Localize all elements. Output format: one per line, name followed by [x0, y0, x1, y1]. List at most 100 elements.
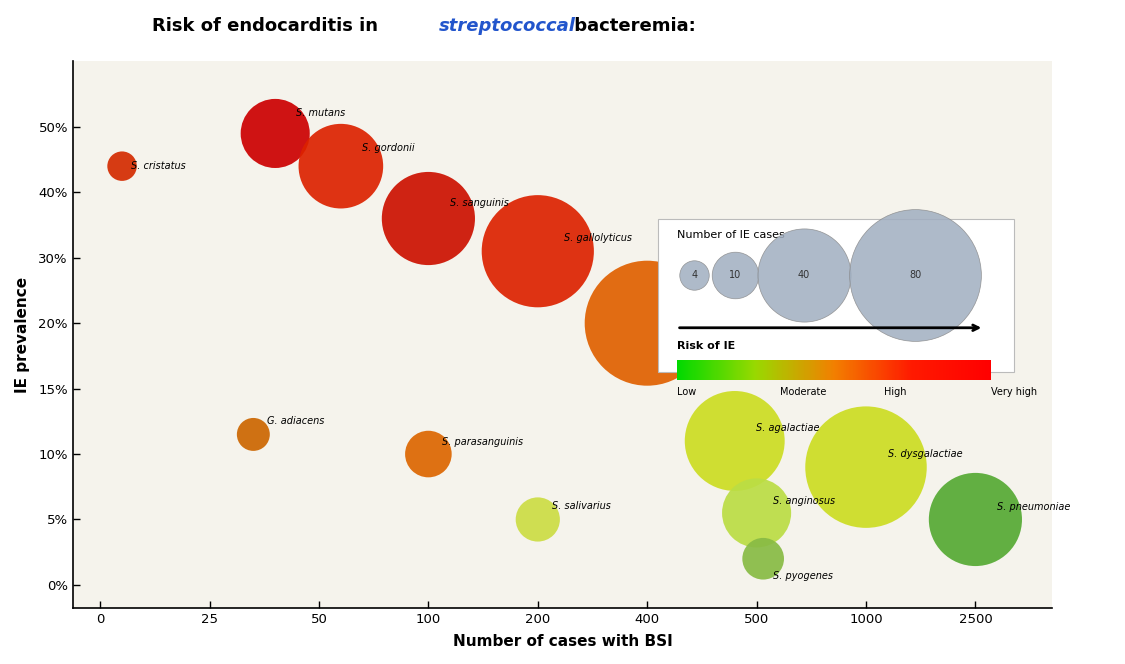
- Bar: [804, 361, 806, 380]
- Text: Moderate: Moderate: [781, 386, 827, 396]
- Bar: [680, 361, 682, 380]
- Bar: [780, 361, 781, 380]
- Bar: [714, 361, 716, 380]
- Text: S. salivarius: S. salivarius: [551, 501, 611, 511]
- Bar: [978, 361, 980, 380]
- Point: [529, 514, 547, 525]
- Bar: [728, 361, 730, 380]
- Bar: [922, 361, 925, 380]
- Bar: [795, 361, 796, 380]
- Bar: [713, 361, 716, 380]
- Bar: [839, 361, 840, 380]
- Bar: [798, 361, 800, 380]
- Bar: [924, 361, 926, 380]
- Bar: [906, 361, 908, 380]
- Bar: [738, 361, 739, 380]
- Point: [332, 161, 350, 171]
- Bar: [826, 361, 827, 380]
- Bar: [782, 361, 783, 380]
- Bar: [710, 361, 712, 380]
- Bar: [866, 361, 867, 380]
- Bar: [978, 361, 979, 380]
- Bar: [759, 361, 760, 380]
- Bar: [915, 361, 916, 380]
- X-axis label: Number of cases with BSI: Number of cases with BSI: [452, 634, 673, 649]
- Point: [112, 161, 130, 171]
- Text: S. gordonii: S. gordonii: [362, 143, 415, 153]
- Bar: [867, 361, 868, 380]
- Bar: [684, 361, 685, 380]
- Bar: [840, 361, 842, 380]
- Bar: [755, 361, 757, 380]
- Bar: [677, 361, 680, 380]
- Bar: [927, 361, 928, 380]
- Text: G. adiacens: G. adiacens: [267, 416, 324, 426]
- Bar: [786, 361, 789, 380]
- Bar: [719, 361, 720, 380]
- Bar: [704, 361, 705, 380]
- Text: Low: Low: [677, 386, 696, 396]
- Bar: [692, 361, 694, 380]
- Bar: [753, 361, 754, 380]
- Bar: [908, 361, 910, 380]
- Bar: [825, 361, 826, 380]
- Bar: [766, 361, 767, 380]
- Bar: [989, 361, 990, 380]
- Point: [529, 246, 547, 256]
- Bar: [836, 361, 837, 380]
- Bar: [843, 361, 844, 380]
- Bar: [918, 361, 920, 380]
- Bar: [702, 361, 703, 380]
- Bar: [775, 361, 776, 380]
- Bar: [814, 361, 817, 380]
- Bar: [880, 361, 881, 380]
- Text: S. agalactiae: S. agalactiae: [756, 424, 820, 434]
- Bar: [874, 361, 876, 380]
- Bar: [901, 361, 902, 380]
- Bar: [802, 361, 804, 380]
- Bar: [872, 361, 873, 380]
- Bar: [748, 361, 749, 380]
- Bar: [853, 361, 854, 380]
- Bar: [862, 361, 864, 380]
- Bar: [837, 361, 838, 380]
- Bar: [774, 361, 775, 380]
- Bar: [745, 361, 746, 380]
- Bar: [716, 361, 717, 380]
- Bar: [835, 361, 836, 380]
- Bar: [911, 361, 912, 380]
- Bar: [678, 361, 681, 380]
- Bar: [776, 361, 777, 380]
- Bar: [863, 361, 865, 380]
- Bar: [843, 361, 845, 380]
- Y-axis label: IE prevalence: IE prevalence: [15, 277, 30, 392]
- Bar: [810, 361, 811, 380]
- Bar: [793, 361, 794, 380]
- Bar: [982, 361, 984, 380]
- Bar: [914, 361, 915, 380]
- Text: S. pneumoniae: S. pneumoniae: [997, 502, 1070, 512]
- Bar: [764, 361, 765, 380]
- Bar: [741, 361, 744, 380]
- Bar: [812, 361, 813, 380]
- Bar: [709, 361, 711, 380]
- Bar: [819, 361, 820, 380]
- Bar: [954, 361, 956, 380]
- Bar: [732, 361, 734, 380]
- Bar: [969, 361, 971, 380]
- Bar: [817, 361, 819, 380]
- Bar: [781, 361, 782, 380]
- Bar: [919, 361, 921, 380]
- Bar: [884, 361, 885, 380]
- Bar: [730, 361, 731, 380]
- Bar: [958, 361, 960, 380]
- Bar: [828, 361, 830, 380]
- Bar: [706, 361, 708, 380]
- Bar: [920, 361, 922, 380]
- Bar: [718, 361, 719, 380]
- Bar: [740, 361, 742, 380]
- Bar: [950, 361, 952, 380]
- Bar: [829, 361, 831, 380]
- Bar: [742, 361, 745, 380]
- Point: [726, 436, 744, 446]
